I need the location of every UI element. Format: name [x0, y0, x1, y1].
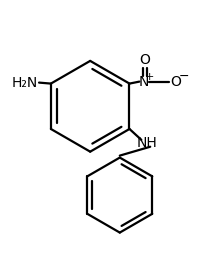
- Text: +: +: [145, 72, 154, 82]
- Text: NH: NH: [137, 136, 158, 150]
- Text: H₂N: H₂N: [12, 76, 38, 90]
- Text: −: −: [178, 70, 189, 83]
- Text: O: O: [139, 53, 150, 67]
- Text: O: O: [170, 75, 181, 89]
- Text: N: N: [139, 75, 150, 89]
